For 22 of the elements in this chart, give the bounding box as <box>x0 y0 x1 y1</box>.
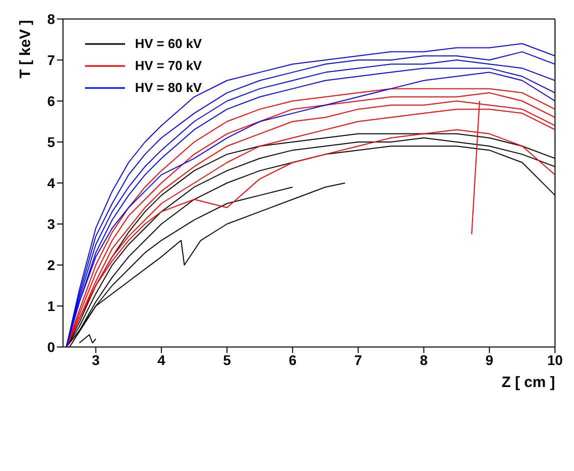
y-tick-label: 4 <box>47 174 56 191</box>
legend-label: HV = 60 kV <box>135 35 202 53</box>
x-tick-label: 8 <box>420 352 428 368</box>
y-tick-label: 7 <box>47 52 56 68</box>
x-tick-label: 10 <box>547 352 563 368</box>
y-tick-label: 2 <box>47 256 56 273</box>
y-tick-label: 8 <box>47 10 56 27</box>
y-tick-label: 5 <box>47 134 56 150</box>
y-tick-label: 0 <box>47 338 56 355</box>
x-tick-label: 7 <box>354 352 362 368</box>
x-tick-label: 6 <box>288 352 297 368</box>
legend-label: HV = 70 kV <box>135 57 202 75</box>
x-axis-title: Z [ cm ] <box>502 374 555 391</box>
y-tick-label: 6 <box>47 92 56 109</box>
y-axis-title: T [ keV ] <box>17 20 34 78</box>
x-tick-label: 4 <box>158 352 166 368</box>
x-tick-label: 5 <box>223 352 232 368</box>
y-tick-label: 3 <box>47 216 56 232</box>
x-tick-label: 9 <box>486 352 494 368</box>
y-tick-label: 1 <box>47 298 56 314</box>
legend-label: HV = 80 kV <box>135 79 202 97</box>
x-tick-label: 3 <box>92 352 100 368</box>
